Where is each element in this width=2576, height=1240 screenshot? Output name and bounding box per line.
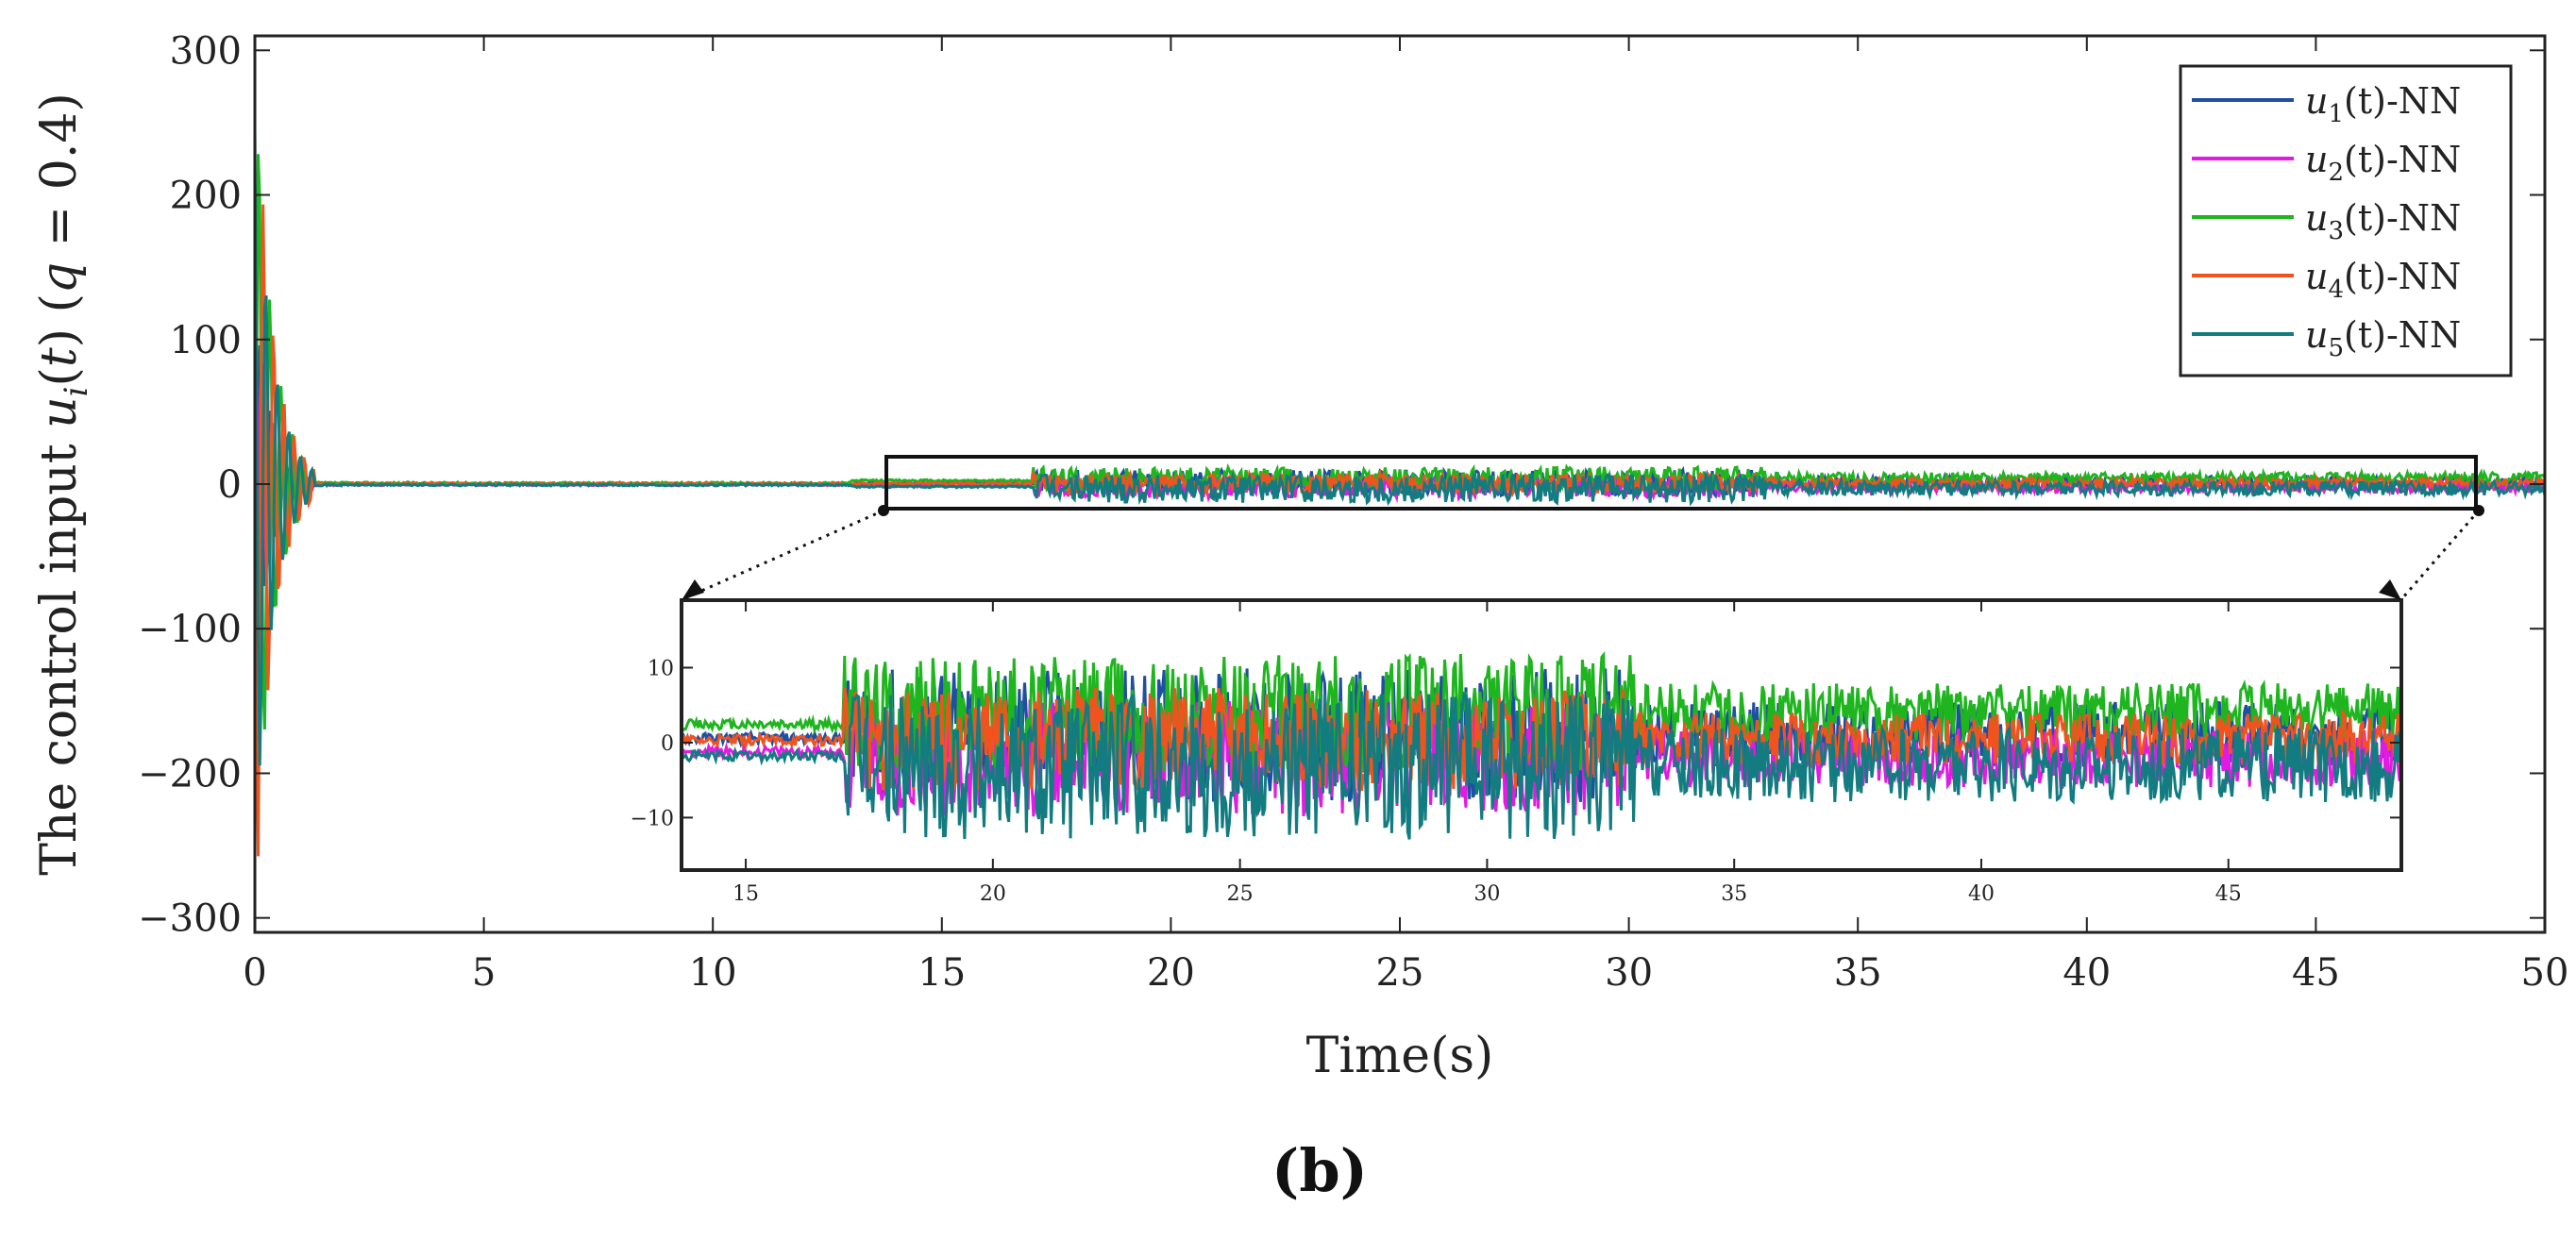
- x-axis-label: Time(s): [1306, 1028, 1494, 1084]
- series-line-2: [254, 364, 2547, 634]
- x-tick-label: 15: [918, 951, 966, 995]
- x-tick-label: 30: [1605, 951, 1653, 995]
- inset-y-tick-label: −10: [631, 807, 674, 830]
- x-tick-label: 0: [243, 951, 266, 995]
- y-tick-label: 200: [170, 175, 242, 218]
- y-tick-label: −200: [138, 752, 242, 796]
- y-axis-label: The control input ui(t) (q = 0.4): [31, 92, 95, 876]
- zoom-dot-left: [878, 505, 889, 516]
- figure-label: (b): [1271, 1136, 1368, 1205]
- inset-series: [681, 650, 2403, 840]
- inset-x-tick-label: 40: [1968, 882, 1995, 906]
- zoom-arrow-left: [682, 579, 704, 600]
- legend-label-4: u4(t)-NN: [2305, 256, 2461, 304]
- legend-box: [2179, 64, 2513, 377]
- main-plot-series: [253, 126, 2547, 857]
- legend-label-3: u3(t)-NN: [2305, 197, 2461, 245]
- y-tick-label: 300: [170, 29, 242, 73]
- inset-plot: 15 20 25 30 35 40 45 10 0 −10: [631, 598, 2403, 906]
- y-tick-label: 100: [170, 319, 242, 362]
- y-tick-label: −300: [138, 897, 242, 941]
- inset-x-tick-label: 30: [1473, 882, 1500, 906]
- legend-label-1: u1(t)-NN: [2305, 80, 2461, 128]
- inset-axis-ticks: 15 20 25 30 35 40 45 10 0 −10: [631, 600, 2401, 906]
- inset-x-tick-label: 45: [2215, 882, 2242, 906]
- inset-series-line-1: [681, 668, 2403, 802]
- legend: u1(t)-NN u2(t)-NN u3(t)-NN u4(t)-NN u5(t)-NN: [2179, 64, 2513, 377]
- inset-y-tick-label: 10: [648, 658, 674, 681]
- x-tick-label: 25: [1376, 951, 1424, 995]
- x-tick-label: 50: [2521, 951, 2569, 995]
- inset-y-tick-label: 0: [661, 732, 674, 756]
- x-tick-label: 40: [2062, 951, 2111, 995]
- inset-x-tick-label: 20: [980, 882, 1006, 906]
- inset-series-line-5: [681, 691, 2403, 840]
- inset-x-tick-label: 15: [732, 882, 759, 906]
- inset-x-tick-label: 25: [1227, 882, 1254, 906]
- legend-label-5: u5(t)-NN: [2305, 314, 2461, 362]
- zoom-dot-right: [2473, 505, 2484, 516]
- x-tick-label: 35: [1834, 951, 1882, 995]
- inset-x-tick-label: 35: [1721, 882, 1747, 906]
- legend-label-2: u2(t)-NN: [2305, 139, 2461, 187]
- x-tick-label: 10: [689, 951, 737, 995]
- y-tick-label: 0: [218, 463, 242, 507]
- x-tick-label: 45: [2292, 951, 2340, 995]
- x-tick-label: 20: [1147, 951, 1195, 995]
- main-axis-ticks: 0 5 10 15 20 25 30 35 40 45 503002001000−100−200−3…: [138, 29, 2568, 995]
- y-tick-label: −100: [138, 608, 242, 651]
- inset-frame: [680, 598, 2403, 872]
- x-tick-label: 5: [472, 951, 496, 995]
- zoom-region-box: [884, 455, 2478, 511]
- zoom-arrow-right: [2379, 579, 2401, 600]
- zoom-connector-left: [683, 509, 884, 600]
- series-line-5: [253, 126, 2547, 766]
- zoom-connector-right: [2400, 510, 2481, 599]
